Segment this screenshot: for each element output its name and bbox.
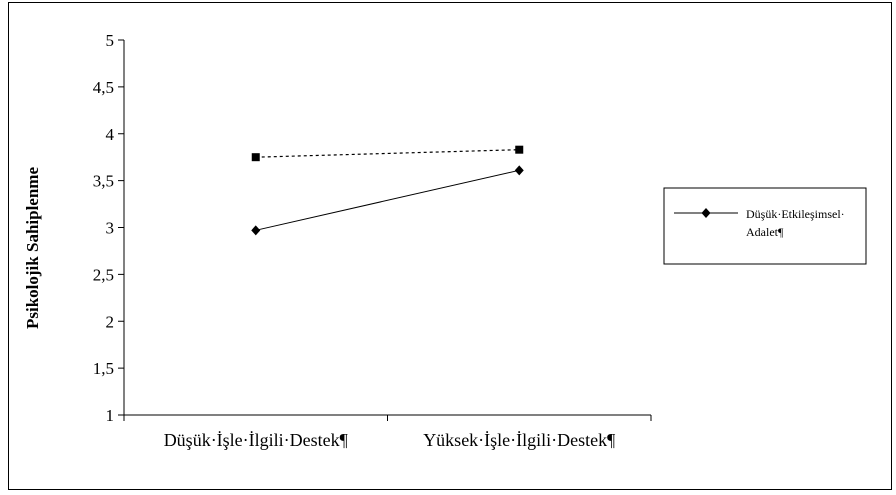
x-category-label: Yüksek·İşle·İlgili·Destek¶ <box>423 430 615 450</box>
y-tick-label: 1,5 <box>93 359 114 378</box>
data-point <box>515 145 524 154</box>
x-category-label: Düşük·İşle·İlgili·Destek¶ <box>164 430 348 450</box>
y-tick-label: 4,5 <box>93 78 114 97</box>
legend-box <box>663 187 867 265</box>
y-tick-label: 1 <box>106 406 115 425</box>
y-ticks: 1 1,5 2 2,5 3 3,5 4 4,5 5 <box>93 31 124 425</box>
y-axis-title: Psikolojik Sahiplenme <box>23 167 42 329</box>
series-layer <box>251 145 524 236</box>
series-1 <box>251 165 524 236</box>
data-point <box>514 165 524 176</box>
y-tick-label: 2,5 <box>93 265 114 284</box>
data-point <box>251 153 260 162</box>
y-tick-label: 3,5 <box>93 172 114 191</box>
legend-marker <box>701 208 711 218</box>
y-tick-label: 2 <box>106 312 115 331</box>
data-point <box>251 225 261 236</box>
series-2 <box>251 145 524 162</box>
axes <box>123 40 651 416</box>
legend: Düşük·Etkileşimsel· Adalet¶ <box>663 187 867 265</box>
series-line <box>255 169 520 231</box>
x-ticks: Düşük·İşle·İlgili·Destek¶ Yüksek·İşle·İlg… <box>123 415 652 450</box>
y-tick-label: 3 <box>106 219 115 238</box>
y-tick-label: 4 <box>106 125 115 144</box>
y-tick-label: 5 <box>106 31 115 50</box>
legend-label: Adalet¶ <box>746 225 784 239</box>
legend-label: Düşük·Etkileşimsel· <box>746 207 845 221</box>
series-line <box>255 149 520 158</box>
